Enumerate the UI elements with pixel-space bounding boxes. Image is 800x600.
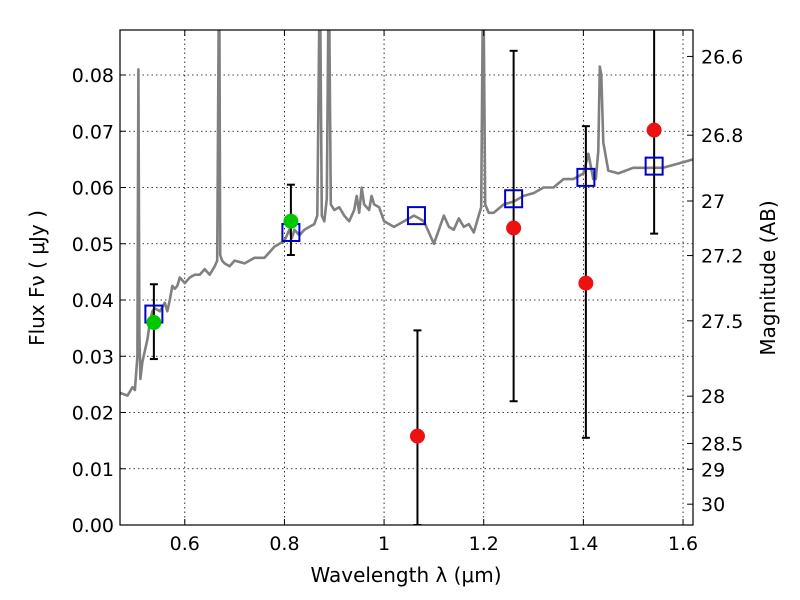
right-tick-label: 27 [701,191,725,213]
model-photometry-square [504,189,524,209]
right-tick-label: 26.8 [701,125,743,147]
model-photometry-square [406,206,426,226]
photometry-point [146,315,162,330]
right-tick-label: 26.6 [701,46,743,68]
x-tick-label: 0.8 [269,533,299,555]
y-tick-label: 0.05 [72,234,114,256]
y-tick-label: 0.04 [72,290,114,312]
photometry-point [506,220,522,236]
right-tick-label: 27.5 [701,311,743,333]
plot-area [120,30,693,525]
photometry-point [646,122,662,138]
y-tick-label: 0.01 [72,459,114,481]
y-tick-label: 0.08 [72,65,114,87]
x-tick-label: 1.4 [568,533,598,555]
photometry-point [578,275,594,291]
photometry-point [409,428,425,444]
right-tick-label: 30 [701,494,725,516]
x-tick-label: 1.6 [668,533,698,555]
photometry-point [283,213,299,229]
y-tick-label: 0.07 [72,121,114,143]
right-tick-label: 29 [701,459,725,481]
plot-frame [119,29,694,526]
y-tick-label: 0.00 [72,515,114,537]
right-tick-label: 28.5 [701,433,743,455]
right-tick-label: 27.2 [701,246,743,268]
right-tick-label: 28 [701,386,725,408]
model-photometry-square [576,167,596,187]
y-tick-label: 0.02 [72,403,114,425]
axis-ticks: 0.6 0.8 1 1.2 1.4 1.6 0.00 0.01 0.02 0.03 0.04 0.05… [72,30,743,555]
y-tick-label: 0.03 [72,346,114,368]
x-tick-label: 0.6 [170,533,200,555]
y-tick-label: 0.06 [72,178,114,200]
x-tick-label: 1.2 [469,533,499,555]
x-tick-label: 1 [378,533,390,555]
y-axis-right-label: Magnitude (AB) [756,200,780,355]
y-axis-label: Flux Fν ( μJy ) [25,210,49,346]
spectrum-line [120,30,693,397]
model-photometry-square [644,156,664,176]
x-axis-label: Wavelength λ (μm) [310,563,501,587]
